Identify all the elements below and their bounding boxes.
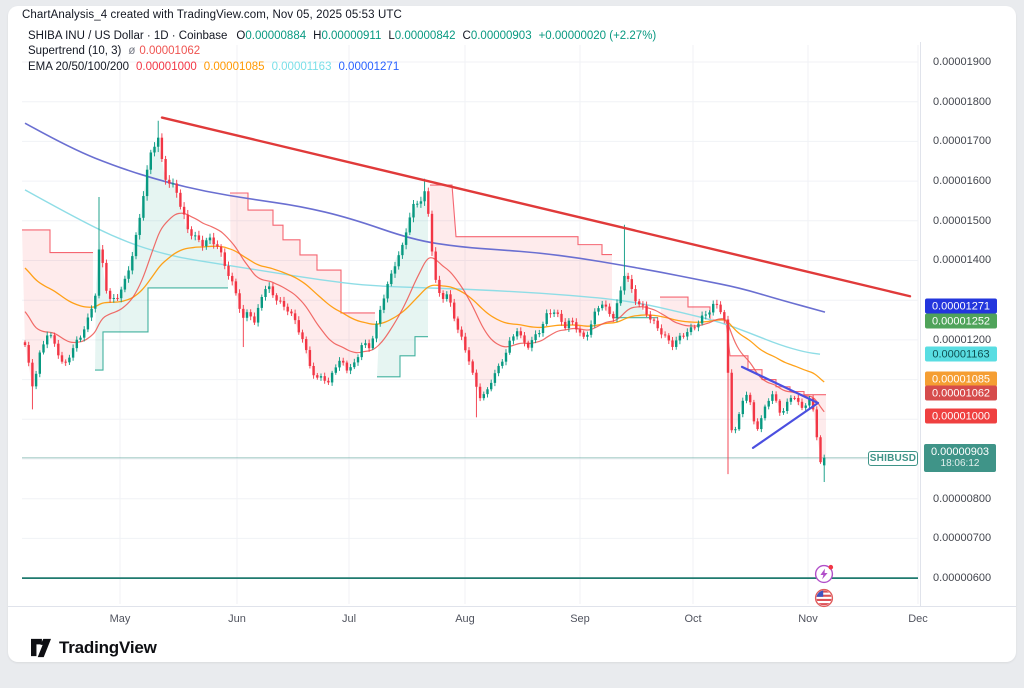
price-axis-label: 0.00000600 (933, 572, 992, 584)
supertrend-value: 0.00001062 (139, 45, 201, 58)
ema-value: 0.00001163 (271, 60, 332, 73)
us-flag-event-icon[interactable] (814, 588, 834, 608)
chart-card (8, 6, 1016, 662)
tradingview-logo-icon (31, 638, 51, 658)
time-scale[interactable]: May Jun Jul Aug Sep Oct Nov Dec (8, 606, 1016, 633)
chart-attribution: ChartAnalysis_4 created with TradingView… (22, 9, 402, 21)
month-label: Oct (684, 613, 702, 625)
ema200-price-badge: 0.00001271 (925, 298, 997, 314)
flash-event-icon[interactable] (814, 564, 834, 584)
price-axis-label: 0.00000800 (933, 493, 992, 505)
bar-countdown: 18:06:12 (940, 458, 980, 469)
month-label: Jun (228, 613, 246, 625)
month-label: Jul (341, 613, 357, 625)
symbol-description: SHIBA INU / US Dollar · 1D · Coinbase (28, 29, 228, 42)
price-change: +0.00000020 (+2.27%) (538, 29, 657, 42)
price-axis-label: 0.00000700 (933, 532, 992, 544)
ema-value: 0.00001271 (338, 60, 400, 73)
price-axis-label: 0.00001600 (933, 175, 992, 187)
month-label: Dec (908, 613, 928, 625)
ohlc-item: H0.00000911 (313, 29, 382, 42)
ema-value: 0.00001000 (136, 60, 197, 73)
price-axis-label: 0.00001400 (933, 254, 992, 266)
last-price-badge: 0.00000903 18:06:12 (924, 444, 996, 472)
legend-panel: SHIBA INU / US Dollar · 1D · Coinbase O0… (28, 28, 656, 75)
price-scale[interactable]: 0.00001900 0.00001800 0.00001700 0.00001600… (920, 42, 1017, 606)
legend-symbol-row[interactable]: SHIBA INU / US Dollar · 1D · Coinbase O0… (28, 28, 656, 44)
price-axis-label: 0.00001700 (933, 135, 992, 147)
legend-ema-row[interactable]: EMA 20/50/100/200 0.00001000 0.00001085 0.… (28, 59, 656, 75)
indicator-name: EMA 20/50/100/200 (28, 60, 130, 73)
legend-supertrend-row[interactable]: Supertrend (10, 3) ø 0.00001062 (28, 44, 656, 60)
month-label: Nov (798, 613, 818, 625)
ema50-price-badge: 0.00001085 (925, 371, 997, 387)
ohlc-values: O0.00000884 H0.00000911 L0.00000842 C0.0000… (236, 30, 538, 42)
source-marker-icon: ø (128, 45, 136, 58)
ema20-price-badge: 0.00001000 (925, 408, 997, 424)
supertrend-price-badge: 0.00001062 (925, 385, 997, 401)
month-label: Aug (455, 613, 475, 625)
ohlc-item: L0.00000842 (388, 29, 456, 42)
tradingview-logo-text: TradingView (59, 638, 157, 657)
price-axis-label: 0.00001900 (933, 56, 992, 68)
price-axis-label: 0.00001500 (933, 215, 992, 227)
ohlc-item: C0.00000903 (462, 29, 532, 42)
indicator-price-badge: 0.00001252 (925, 313, 997, 329)
ema-value: 0.00001085 (203, 60, 265, 73)
ema-values: 0.00001000 0.00001085 0.00001163 0.00001271 (129, 61, 399, 73)
ema100-price-badge: 0.00001163 (925, 346, 997, 362)
symbol-price-line-label: SHIBUSD (868, 451, 918, 466)
tradingview-logo[interactable]: TradingView (30, 638, 157, 658)
indicator-name: Supertrend (10, 3) (28, 45, 122, 58)
ohlc-item: O0.00000884 (236, 29, 307, 42)
month-label: Sep (570, 613, 590, 625)
last-price-value: 0.00000903 (930, 446, 990, 458)
month-label: May (109, 613, 131, 625)
price-axis-label: 0.00001800 (933, 96, 992, 108)
price-axis-label: 0.00001200 (933, 334, 992, 346)
chart-pane[interactable] (22, 42, 918, 604)
